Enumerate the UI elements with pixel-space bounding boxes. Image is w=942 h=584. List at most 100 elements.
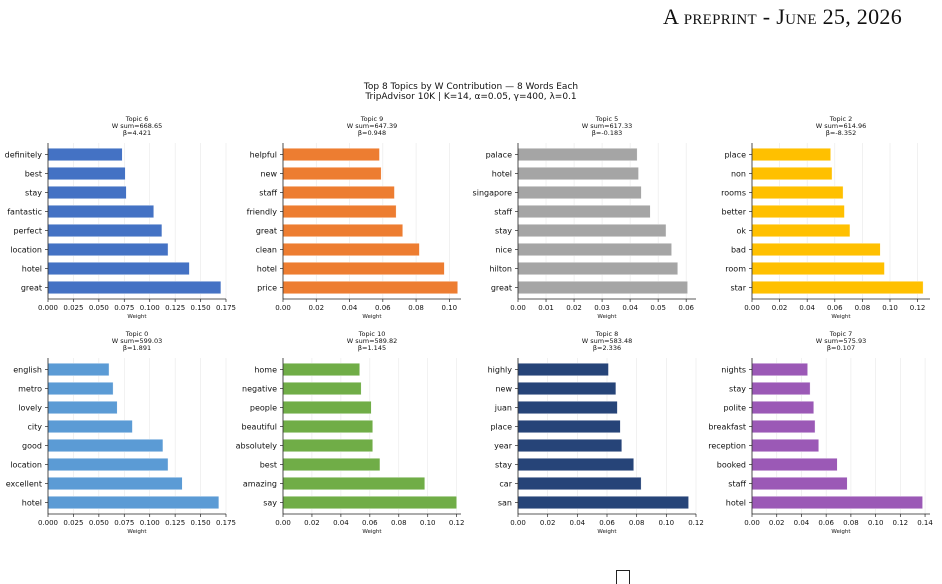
xtick-label: 0.10 bbox=[882, 304, 898, 312]
xtick-label: 0.12 bbox=[688, 519, 704, 527]
bar-excellent bbox=[47, 477, 183, 490]
xtick-label: 0.04 bbox=[622, 304, 638, 312]
bar-home bbox=[282, 363, 360, 376]
xtick-label: 0.02 bbox=[566, 304, 582, 312]
bar-absolutely bbox=[282, 439, 373, 452]
ytick-label: perfect bbox=[13, 227, 42, 236]
ytick-label: staff bbox=[494, 208, 512, 217]
xtick-label: 0.00 bbox=[510, 519, 526, 527]
xtick-label: 0.01 bbox=[538, 304, 554, 312]
ytick-label: san bbox=[498, 499, 512, 508]
ytick-label: great bbox=[491, 284, 512, 293]
subplot-beta: β=1.145 bbox=[358, 344, 386, 352]
bar-best bbox=[282, 458, 381, 471]
xtick-label: 0.08 bbox=[855, 304, 871, 312]
xtick-label: 0.00 bbox=[744, 519, 760, 527]
bar-stay bbox=[517, 458, 634, 471]
xtick-label: 0.12 bbox=[893, 519, 909, 527]
ytick-label: friendly bbox=[247, 208, 278, 217]
ytick-label: non bbox=[731, 170, 746, 179]
bar-stay bbox=[751, 382, 811, 395]
subplot-beta: β=0.107 bbox=[827, 344, 855, 352]
ytick-label: bad bbox=[731, 246, 746, 255]
ytick-label: hotel bbox=[257, 265, 277, 274]
subplot-beta: β=1.891 bbox=[123, 344, 151, 352]
xtick-label: 0.02 bbox=[304, 519, 320, 527]
xtick-label: 0.00 bbox=[275, 304, 291, 312]
bar-room bbox=[751, 262, 885, 275]
bar-price bbox=[282, 281, 458, 294]
bar-staff bbox=[517, 205, 651, 218]
ytick-label: hotel bbox=[726, 499, 746, 508]
running-header: A preprint - June 25, 2026 bbox=[663, 4, 902, 30]
xtick-label: 0.04 bbox=[570, 519, 586, 527]
ytick-label: better bbox=[722, 208, 747, 217]
subplot-beta: β=-0.183 bbox=[592, 129, 623, 137]
xtick-label: 0.14 bbox=[917, 519, 933, 527]
subplot-beta: β=0.948 bbox=[358, 129, 386, 137]
bar-people bbox=[282, 401, 372, 414]
ytick-label: hotel bbox=[22, 265, 42, 274]
bar-non bbox=[751, 167, 833, 180]
ytick-label: new bbox=[495, 385, 512, 394]
xtick-label: 0.08 bbox=[391, 519, 407, 527]
bar-clean bbox=[282, 243, 420, 256]
bar-ok bbox=[751, 224, 851, 237]
bar-singapore bbox=[517, 186, 642, 199]
ytick-label: polite bbox=[724, 404, 747, 413]
x-axis-label: Weight bbox=[597, 314, 617, 320]
ytick-label: rooms bbox=[721, 189, 746, 198]
xtick-label: 0.04 bbox=[799, 304, 815, 312]
ytick-label: place bbox=[490, 423, 512, 432]
subplot-beta: β=-8.352 bbox=[826, 129, 857, 137]
x-axis-label: Weight bbox=[831, 314, 851, 320]
ytick-label: staff bbox=[259, 189, 277, 198]
subplot-wsum: W sum=589.82 bbox=[347, 337, 398, 345]
ytick-label: singapore bbox=[473, 189, 513, 198]
ytick-label: palace bbox=[486, 151, 513, 160]
bar-stay bbox=[47, 186, 127, 199]
xtick-label: 0.050 bbox=[89, 304, 109, 312]
ytick-label: location bbox=[10, 461, 42, 470]
ytick-label: breakfast bbox=[708, 423, 746, 432]
xtick-label: 0.00 bbox=[744, 304, 760, 312]
bar-great bbox=[47, 281, 222, 294]
xtick-label: 0.175 bbox=[216, 304, 236, 312]
bar-reception bbox=[751, 439, 819, 452]
bar-rooms bbox=[751, 186, 844, 199]
ytick-label: stay bbox=[729, 385, 746, 394]
bar-say bbox=[282, 496, 457, 509]
x-axis-label: Weight bbox=[831, 529, 851, 535]
ytick-label: car bbox=[499, 480, 512, 489]
ytick-label: good bbox=[22, 442, 42, 451]
ytick-label: stay bbox=[25, 189, 42, 198]
x-axis-label: Weight bbox=[362, 314, 382, 320]
subplot-wsum: W sum=614.96 bbox=[816, 122, 867, 130]
xtick-label: 0.10 bbox=[420, 519, 436, 527]
subplot-wsum: W sum=575.93 bbox=[816, 337, 867, 345]
bar-perfect bbox=[47, 224, 163, 237]
figure-title: Top 8 Topics by W Contribution — 8 Words… bbox=[363, 82, 579, 92]
bar-polite bbox=[751, 401, 815, 414]
bar-definitely bbox=[47, 148, 123, 161]
xtick-label: 0.06 bbox=[827, 304, 843, 312]
ytick-label: excellent bbox=[6, 480, 42, 489]
figure-subtitle: TripAdvisor 10K | K=14, α=0.05, γ=400, λ… bbox=[365, 92, 577, 102]
bar-fantastic bbox=[47, 205, 154, 218]
bar-stay bbox=[517, 224, 667, 237]
xtick-label: 0.02 bbox=[308, 304, 324, 312]
xtick-label: 0.10 bbox=[868, 519, 884, 527]
running-header-prefix: A preprint - bbox=[662, 4, 777, 29]
ytick-label: beautiful bbox=[242, 423, 277, 432]
bar-san bbox=[517, 496, 689, 509]
bar-amazing bbox=[282, 477, 426, 490]
bar-lovely bbox=[47, 401, 118, 414]
ytick-label: helpful bbox=[250, 151, 277, 160]
x-axis-label: Weight bbox=[362, 529, 382, 535]
xtick-label: 0.06 bbox=[362, 519, 378, 527]
bar-place bbox=[751, 148, 831, 161]
ytick-label: hotel bbox=[22, 499, 42, 508]
bar-best bbox=[47, 167, 126, 180]
bar-hotel bbox=[47, 262, 190, 275]
ytick-label: metro bbox=[18, 385, 42, 394]
